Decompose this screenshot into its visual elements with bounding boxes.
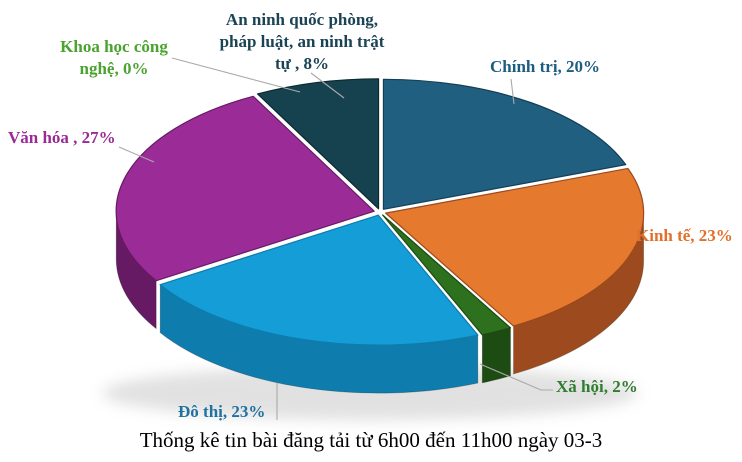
leader-line-chinh-tri xyxy=(510,78,515,105)
slice-label-chinh-tri: Chính trị, 20% xyxy=(490,57,601,76)
pie-slice-chinh-tri xyxy=(382,78,627,210)
pie-slice-do-thi xyxy=(159,214,479,346)
slice-label-do-thi: Đô thị, 23% xyxy=(178,402,266,421)
leader-line-an-ninh xyxy=(310,72,345,99)
chart-title: Thống kê tin bài đăng tải từ 6h00 đến 11… xyxy=(139,428,603,452)
pie-slice-kinh-te xyxy=(385,167,645,327)
slice-label-xa-hoi: Xã hội, 2% xyxy=(556,377,638,396)
leader-line-van-hoa xyxy=(118,146,155,163)
pie-slice-an-ninh xyxy=(256,78,380,210)
slice-label-khoa-hoc: Khoa học công nghệ, 0% xyxy=(60,37,168,78)
slice-label-an-ninh: An ninh quốc phòng, pháp luật, an ninh t… xyxy=(219,10,385,73)
slice-label-van-hoa: Văn hóa , 27% xyxy=(8,128,116,147)
slice-label-kinh-te: Kinh tế, 23% xyxy=(636,226,733,245)
leader-line-khoa-hoc xyxy=(171,57,301,93)
leader-line-xa-hoi xyxy=(479,363,553,391)
pie-slice-xa-hoi xyxy=(382,214,512,336)
pie-slice-van-hoa xyxy=(115,95,375,282)
